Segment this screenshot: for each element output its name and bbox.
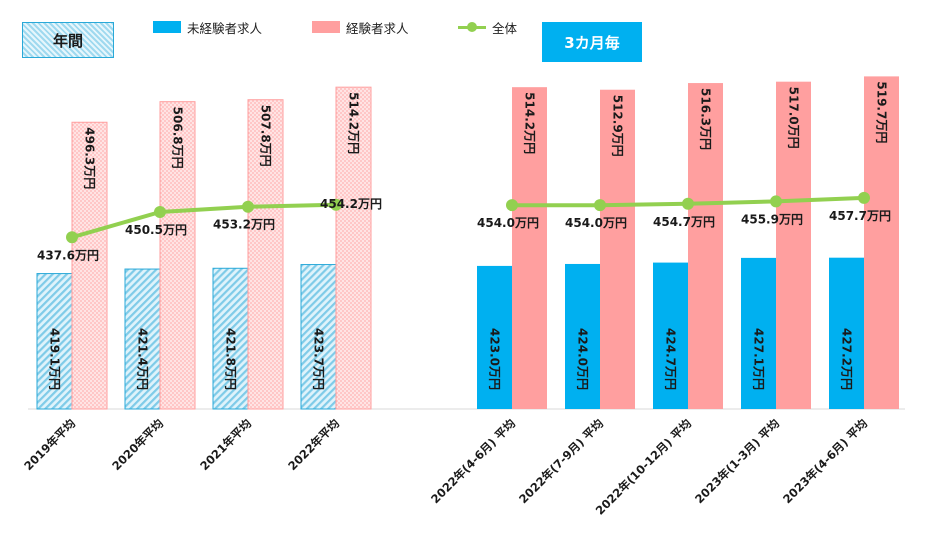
legend-label-experienced: 経験者求人 xyxy=(346,20,409,36)
point-overall-0 xyxy=(66,231,78,244)
label-inexperienced-2: 421.8万円 xyxy=(224,328,238,390)
point-overall-5 xyxy=(594,199,606,212)
point-overall-2 xyxy=(242,200,254,213)
bar-experienced-6 xyxy=(688,83,723,409)
x-tick-8: 2023年(4-6月) 平均 xyxy=(780,416,870,506)
bar-experienced-1 xyxy=(159,101,196,410)
bar-inexperienced-7 xyxy=(741,257,776,409)
bar-inexperienced-6 xyxy=(653,262,688,409)
legend-label-inexperienced: 未経験者求人 xyxy=(187,20,263,36)
bar-experienced-0 xyxy=(71,121,108,410)
label-overall-3: 454.2万円 xyxy=(320,197,382,211)
x-tick-4: 2022年(4-6月) 平均 xyxy=(428,416,518,506)
label-experienced-0: 496.3万円 xyxy=(83,127,97,189)
x-tick-5: 2022年(7-9月) 平均 xyxy=(516,416,606,506)
legend-swatch-experienced xyxy=(312,21,340,33)
point-overall-3 xyxy=(330,198,342,211)
x-tick-6: 2022年(10-12月) 平均 xyxy=(593,416,694,517)
bar-experienced-3 xyxy=(335,86,372,410)
bar-inexperienced-4 xyxy=(477,265,512,409)
quarterly-tag: 3カ月毎 xyxy=(542,22,642,62)
label-inexperienced-3: 423.7万円 xyxy=(312,328,326,390)
bar-experienced-4 xyxy=(512,87,547,409)
annual-tag: 年間 xyxy=(22,22,114,58)
legend-item-inexperienced: 未経験者求人 xyxy=(153,17,262,37)
bar-experienced-2 xyxy=(247,99,284,410)
label-overall-7: 455.9万円 xyxy=(741,212,803,226)
label-inexperienced-7: 427.1万円 xyxy=(752,328,766,390)
label-experienced-1: 506.8万円 xyxy=(171,107,185,169)
label-overall-8: 457.7万円 xyxy=(829,209,891,223)
point-overall-8 xyxy=(858,191,870,204)
line-overall-annual xyxy=(70,202,338,240)
legend-swatch-inexperienced xyxy=(153,21,181,33)
label-overall-0: 437.6万円 xyxy=(37,248,99,262)
point-overall-1 xyxy=(154,206,166,219)
point-overall-6 xyxy=(682,197,694,210)
label-inexperienced-1: 421.4万円 xyxy=(136,328,150,390)
label-experienced-7: 517.0万円 xyxy=(787,87,801,149)
label-experienced-6: 516.3万円 xyxy=(699,88,713,150)
legend-swatch-overall xyxy=(458,21,486,33)
label-inexperienced-0: 419.1万円 xyxy=(48,328,62,390)
label-experienced-8: 519.7万円 xyxy=(875,81,889,143)
label-overall-2: 453.2万円 xyxy=(213,218,275,232)
label-inexperienced-6: 424.7万円 xyxy=(664,328,678,390)
bar-experienced-8 xyxy=(864,76,899,409)
label-inexperienced-4: 423.0万円 xyxy=(488,328,502,390)
label-overall-1: 450.5万円 xyxy=(125,223,187,237)
label-experienced-3: 514.2万円 xyxy=(347,92,361,154)
bar-inexperienced-8 xyxy=(829,257,864,409)
legend-item-overall: 全体 xyxy=(458,17,517,37)
x-tick-7: 2023年(1-3月) 平均 xyxy=(692,416,782,506)
point-overall-7 xyxy=(770,195,782,208)
x-tick-1: 2020年平均 xyxy=(109,416,166,473)
label-overall-4: 454.0万円 xyxy=(477,216,539,230)
legend-item-experienced: 経験者求人 xyxy=(312,17,409,37)
bar-inexperienced-1 xyxy=(124,268,161,410)
label-overall-5: 454.0万円 xyxy=(565,216,627,230)
point-overall-4 xyxy=(506,199,518,212)
label-inexperienced-5: 424.0万円 xyxy=(576,328,590,390)
x-tick-2: 2021年平均 xyxy=(197,416,254,473)
label-inexperienced-8: 427.2万円 xyxy=(840,328,854,390)
label-experienced-5: 512.9万円 xyxy=(611,95,625,157)
legend-label-overall: 全体 xyxy=(492,20,518,36)
label-experienced-2: 507.8万円 xyxy=(259,105,273,167)
x-tick-0: 2019年平均 xyxy=(21,416,78,473)
bar-experienced-5 xyxy=(600,89,635,409)
x-tick-3: 2022年平均 xyxy=(285,416,342,473)
label-overall-6: 454.7万円 xyxy=(653,215,715,229)
bar-experienced-7 xyxy=(776,81,811,410)
bar-inexperienced-5 xyxy=(565,263,600,409)
label-experienced-4: 514.2万円 xyxy=(523,92,537,154)
